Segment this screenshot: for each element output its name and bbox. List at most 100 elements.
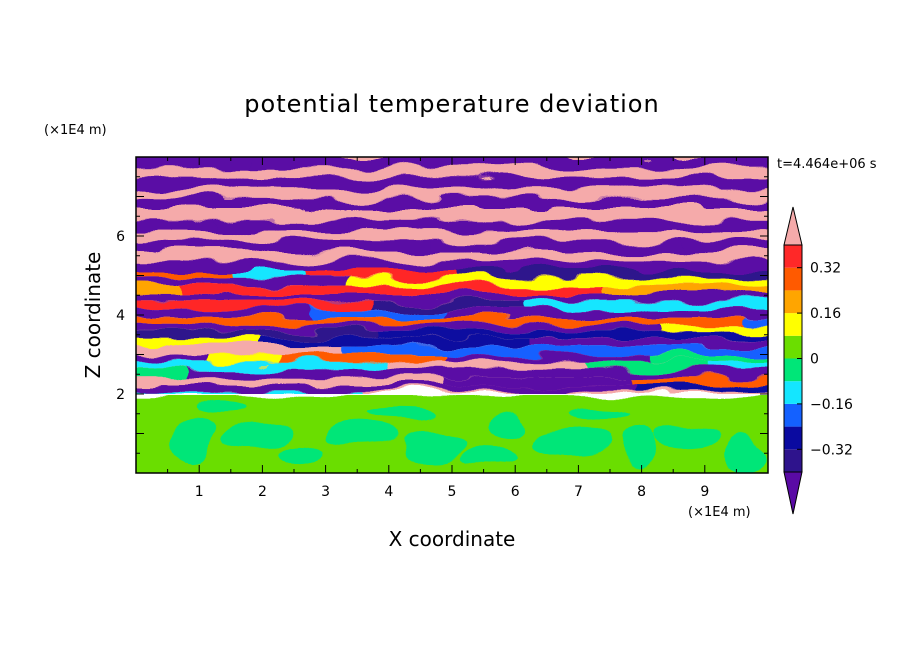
field-band (136, 189, 227, 199)
field-band (610, 252, 763, 262)
field-band (136, 331, 377, 339)
field-band (136, 324, 208, 332)
field-band (557, 277, 768, 286)
field-band (619, 229, 768, 241)
field-band (136, 177, 256, 190)
field-band (560, 294, 768, 301)
colorbar-over-arrow (783, 206, 803, 246)
field-band (235, 270, 301, 278)
field-band (136, 208, 374, 221)
field-band (661, 324, 768, 332)
field-band (136, 308, 312, 318)
field-band (416, 368, 640, 378)
field-band (136, 198, 285, 209)
eddy (489, 413, 528, 438)
colorbar-label: 0.16 (810, 306, 841, 322)
field-band (310, 252, 395, 262)
field-band (183, 285, 391, 295)
field-band (136, 361, 388, 369)
colorbar-segment (784, 245, 802, 268)
field-band (493, 177, 600, 190)
colorbar-segment (784, 335, 802, 359)
field-band (761, 252, 768, 262)
x-tick-labels: 1 2 3 4 5 6 7 8 9 (195, 484, 710, 500)
heatmap-field (136, 157, 904, 473)
field-band (468, 346, 694, 356)
eddy (404, 429, 462, 462)
y-unit-label: (×1E4 m) (44, 123, 107, 138)
field-band (638, 368, 768, 378)
y-tick-label: 2 (116, 387, 125, 403)
eddy (651, 425, 721, 450)
field-band (136, 391, 358, 394)
field-band (734, 157, 768, 167)
field-band (136, 377, 249, 386)
field-band (136, 157, 249, 167)
field-band (442, 308, 623, 318)
eddy (572, 407, 623, 420)
eddy (278, 441, 323, 466)
field-band (635, 385, 768, 392)
field-band (136, 220, 216, 230)
x-tick-label: 6 (511, 484, 520, 500)
field-band (264, 261, 418, 271)
field-band (686, 208, 768, 221)
field-band (647, 355, 768, 362)
field-band (136, 368, 188, 378)
colorbar-label: 0 (810, 352, 819, 368)
field-band (356, 391, 611, 394)
field-band (484, 324, 663, 332)
field-band (248, 377, 445, 386)
field-band (445, 355, 649, 362)
eddy (723, 437, 762, 470)
y-tick-labels: 2 4 6 (116, 229, 125, 403)
field-band (311, 308, 443, 318)
eddy (224, 419, 288, 448)
field-band (658, 300, 768, 309)
field-band (693, 346, 768, 356)
y-axis-label: Z coordinate (81, 252, 105, 379)
field-band (284, 198, 510, 209)
x-tick-label: 5 (448, 484, 457, 500)
field-band (625, 270, 768, 278)
field-band (666, 331, 768, 339)
field-band (247, 157, 452, 167)
colorbar-label: −0.32 (810, 442, 853, 458)
colorbar-label: −0.16 (810, 397, 853, 413)
colorbar: 0.32 0.16 0 −0.16 −0.32 (783, 206, 853, 515)
field-band (346, 229, 461, 241)
field-band (599, 177, 768, 190)
field-band (430, 240, 682, 253)
field-band (215, 220, 350, 230)
field-band (574, 331, 667, 339)
field-band (376, 331, 575, 339)
chart-title: potential temperature deviation (244, 90, 659, 118)
x-tick-label: 1 (195, 484, 204, 500)
field-band (778, 199, 904, 208)
field-band (136, 285, 184, 295)
field-band (394, 252, 611, 262)
field-band (248, 240, 431, 253)
field-band (300, 270, 457, 278)
eddy (170, 419, 216, 464)
time-label: t=4.464e+06 s (777, 157, 877, 172)
x-tick-label: 4 (384, 484, 393, 500)
colorbar-segment (784, 449, 802, 472)
x-axis-label: X coordinate (389, 527, 516, 551)
x-tick-label: 7 (574, 484, 583, 500)
field-band (136, 338, 260, 347)
field-band (455, 270, 626, 278)
field-band (210, 355, 281, 362)
field-band (383, 317, 476, 325)
field-band (362, 385, 637, 392)
field-band (526, 338, 768, 347)
field-band (218, 166, 478, 178)
field-band (136, 294, 307, 301)
field-band (136, 346, 343, 356)
field-band (136, 240, 249, 253)
field-band (708, 361, 768, 369)
field-band (136, 277, 186, 286)
colorbar-segment (784, 267, 802, 291)
field-band (342, 346, 470, 356)
field-band (585, 317, 748, 325)
